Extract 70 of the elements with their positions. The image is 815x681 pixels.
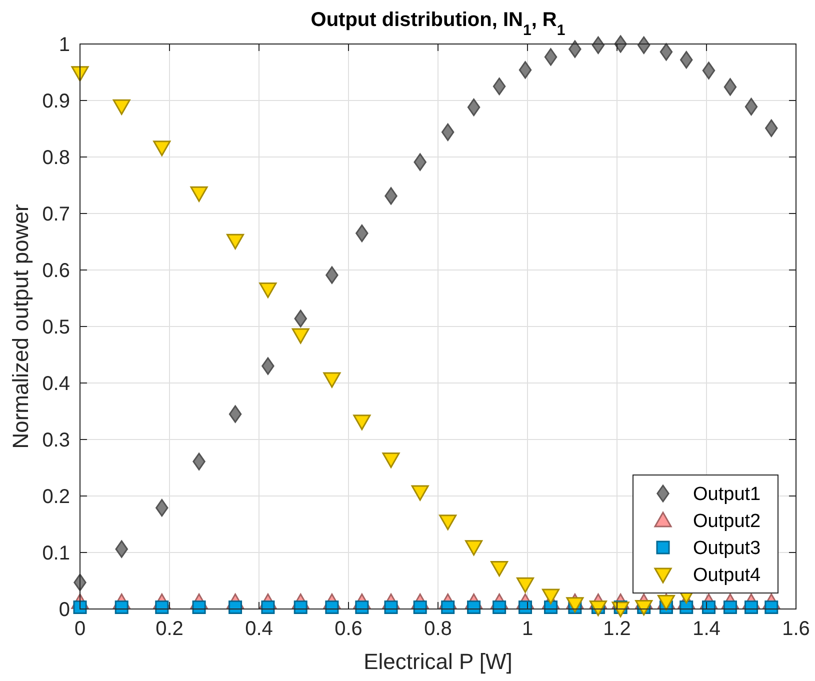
point (765, 119, 778, 137)
point (544, 48, 558, 66)
y-tick-label: 0.9 (42, 90, 70, 112)
y-tick-label: 0.7 (42, 204, 70, 226)
y-tick-label: 0.4 (42, 373, 70, 395)
point (262, 357, 274, 375)
x-tick-label: 1.6 (782, 618, 810, 640)
point (156, 499, 168, 517)
point (744, 98, 758, 116)
point (259, 282, 277, 298)
point (411, 485, 429, 501)
point (292, 328, 310, 344)
point (467, 98, 480, 116)
y-axis-title: Normalized output power (8, 204, 33, 449)
legend-label: Output4 (693, 565, 762, 586)
point (568, 40, 582, 58)
y-tick-label: 0.6 (42, 260, 70, 282)
x-tick-label: 0.4 (245, 618, 273, 640)
point (612, 602, 630, 618)
y-tick-label: 1 (58, 34, 70, 56)
point (71, 66, 89, 82)
point (153, 140, 171, 156)
point (228, 405, 242, 423)
point (112, 99, 130, 115)
y-tick-label: 0.8 (42, 147, 70, 169)
y-tick-label: 0 (58, 599, 70, 621)
x-tick-label: 0.2 (156, 618, 184, 640)
chart-title: Output distribution, IN$_{1}$, R$_{1}$ (310, 9, 566, 38)
point (414, 153, 426, 171)
point (660, 43, 673, 61)
y-tick-label: 0.5 (42, 316, 70, 338)
x-tick-label: 1.2 (603, 618, 631, 640)
point (516, 577, 534, 593)
point (724, 78, 737, 96)
point (614, 35, 627, 53)
legend-label: Output1 (693, 484, 761, 506)
point (441, 123, 454, 141)
point (384, 187, 398, 205)
point (492, 78, 506, 96)
point (356, 224, 368, 242)
y-tick-label: 0.1 (42, 542, 70, 564)
y-tick-label: 0.3 (42, 430, 70, 452)
x-tick-label: 1 (522, 618, 534, 640)
point (465, 540, 483, 556)
x-tick-label: 0.6 (334, 618, 362, 640)
point (680, 51, 693, 69)
legend-label: Output3 (693, 538, 761, 560)
x-axis-title: Electrical P [W] (364, 649, 512, 674)
point (518, 61, 532, 79)
y-tick-label: 0.2 (42, 486, 70, 508)
point (592, 36, 605, 54)
point (323, 372, 341, 388)
point (190, 186, 208, 202)
legend-label: Output2 (693, 511, 761, 532)
point (566, 597, 584, 613)
point (542, 588, 560, 604)
point (353, 414, 371, 430)
point (226, 234, 244, 250)
point (638, 36, 650, 54)
point (702, 62, 716, 80)
point (326, 266, 338, 284)
point (115, 540, 128, 558)
x-tick-label: 1.4 (692, 618, 720, 640)
point (382, 452, 400, 468)
x-tick-label: 0.8 (424, 618, 452, 640)
point (490, 561, 508, 577)
x-tick-label: 0 (74, 618, 86, 640)
point (192, 452, 206, 470)
point (294, 310, 307, 328)
point (439, 514, 457, 530)
